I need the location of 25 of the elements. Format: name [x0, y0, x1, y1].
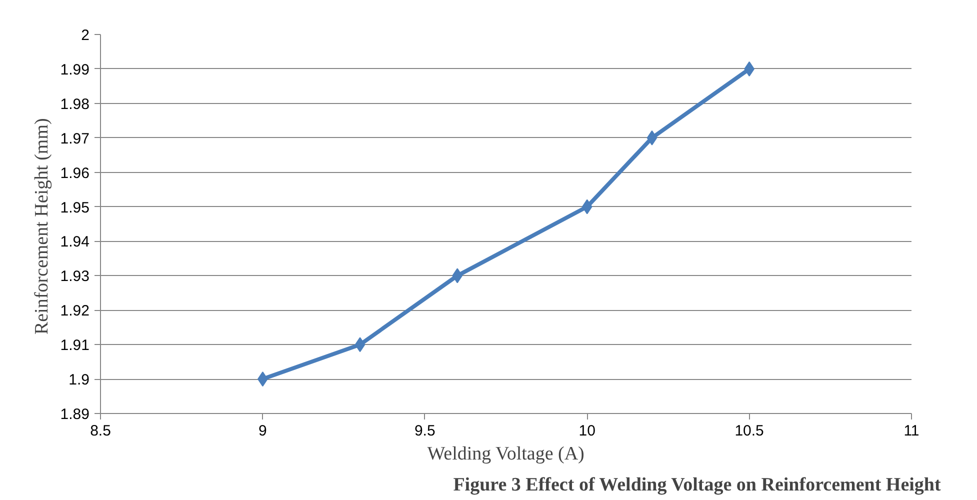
x-tick-label: 8.5	[90, 422, 111, 440]
y-tick-label: 1.99	[60, 61, 90, 78]
y-tick-label: 1.98	[60, 96, 90, 113]
y-tick-label: 1.97	[60, 130, 90, 148]
y-tick-label: 1.91	[60, 337, 90, 354]
x-tick-label: 10	[578, 422, 596, 440]
x-tick-label: 9.5	[414, 422, 436, 440]
y-tick-label: 1.95	[60, 199, 90, 216]
x-tick-label: 9	[258, 422, 267, 440]
x-tick-label: 10.5	[734, 422, 764, 440]
y-tick-label: 1.96	[60, 164, 90, 182]
y-tick-label: 1.89	[60, 406, 90, 423]
x-axis-title: Welding Voltage (A)	[427, 444, 584, 464]
y-tick-label: 1.92	[60, 302, 90, 320]
y-tick-label: 1.94	[60, 234, 90, 251]
y-tick-label: 2	[81, 27, 90, 44]
y-axis-title: Reinforcement Height (mm)	[31, 118, 52, 335]
point	[452, 268, 463, 284]
caption: Figure 3 Effect of Welding Voltage on Reinforcement Height	[453, 474, 942, 496]
x-tick-label: 11	[904, 422, 920, 440]
y-tick-label: 1.9	[68, 372, 90, 389]
point	[646, 130, 658, 146]
y-tick-label: 1.93	[60, 268, 90, 286]
point	[582, 199, 592, 214]
point	[354, 337, 366, 352]
